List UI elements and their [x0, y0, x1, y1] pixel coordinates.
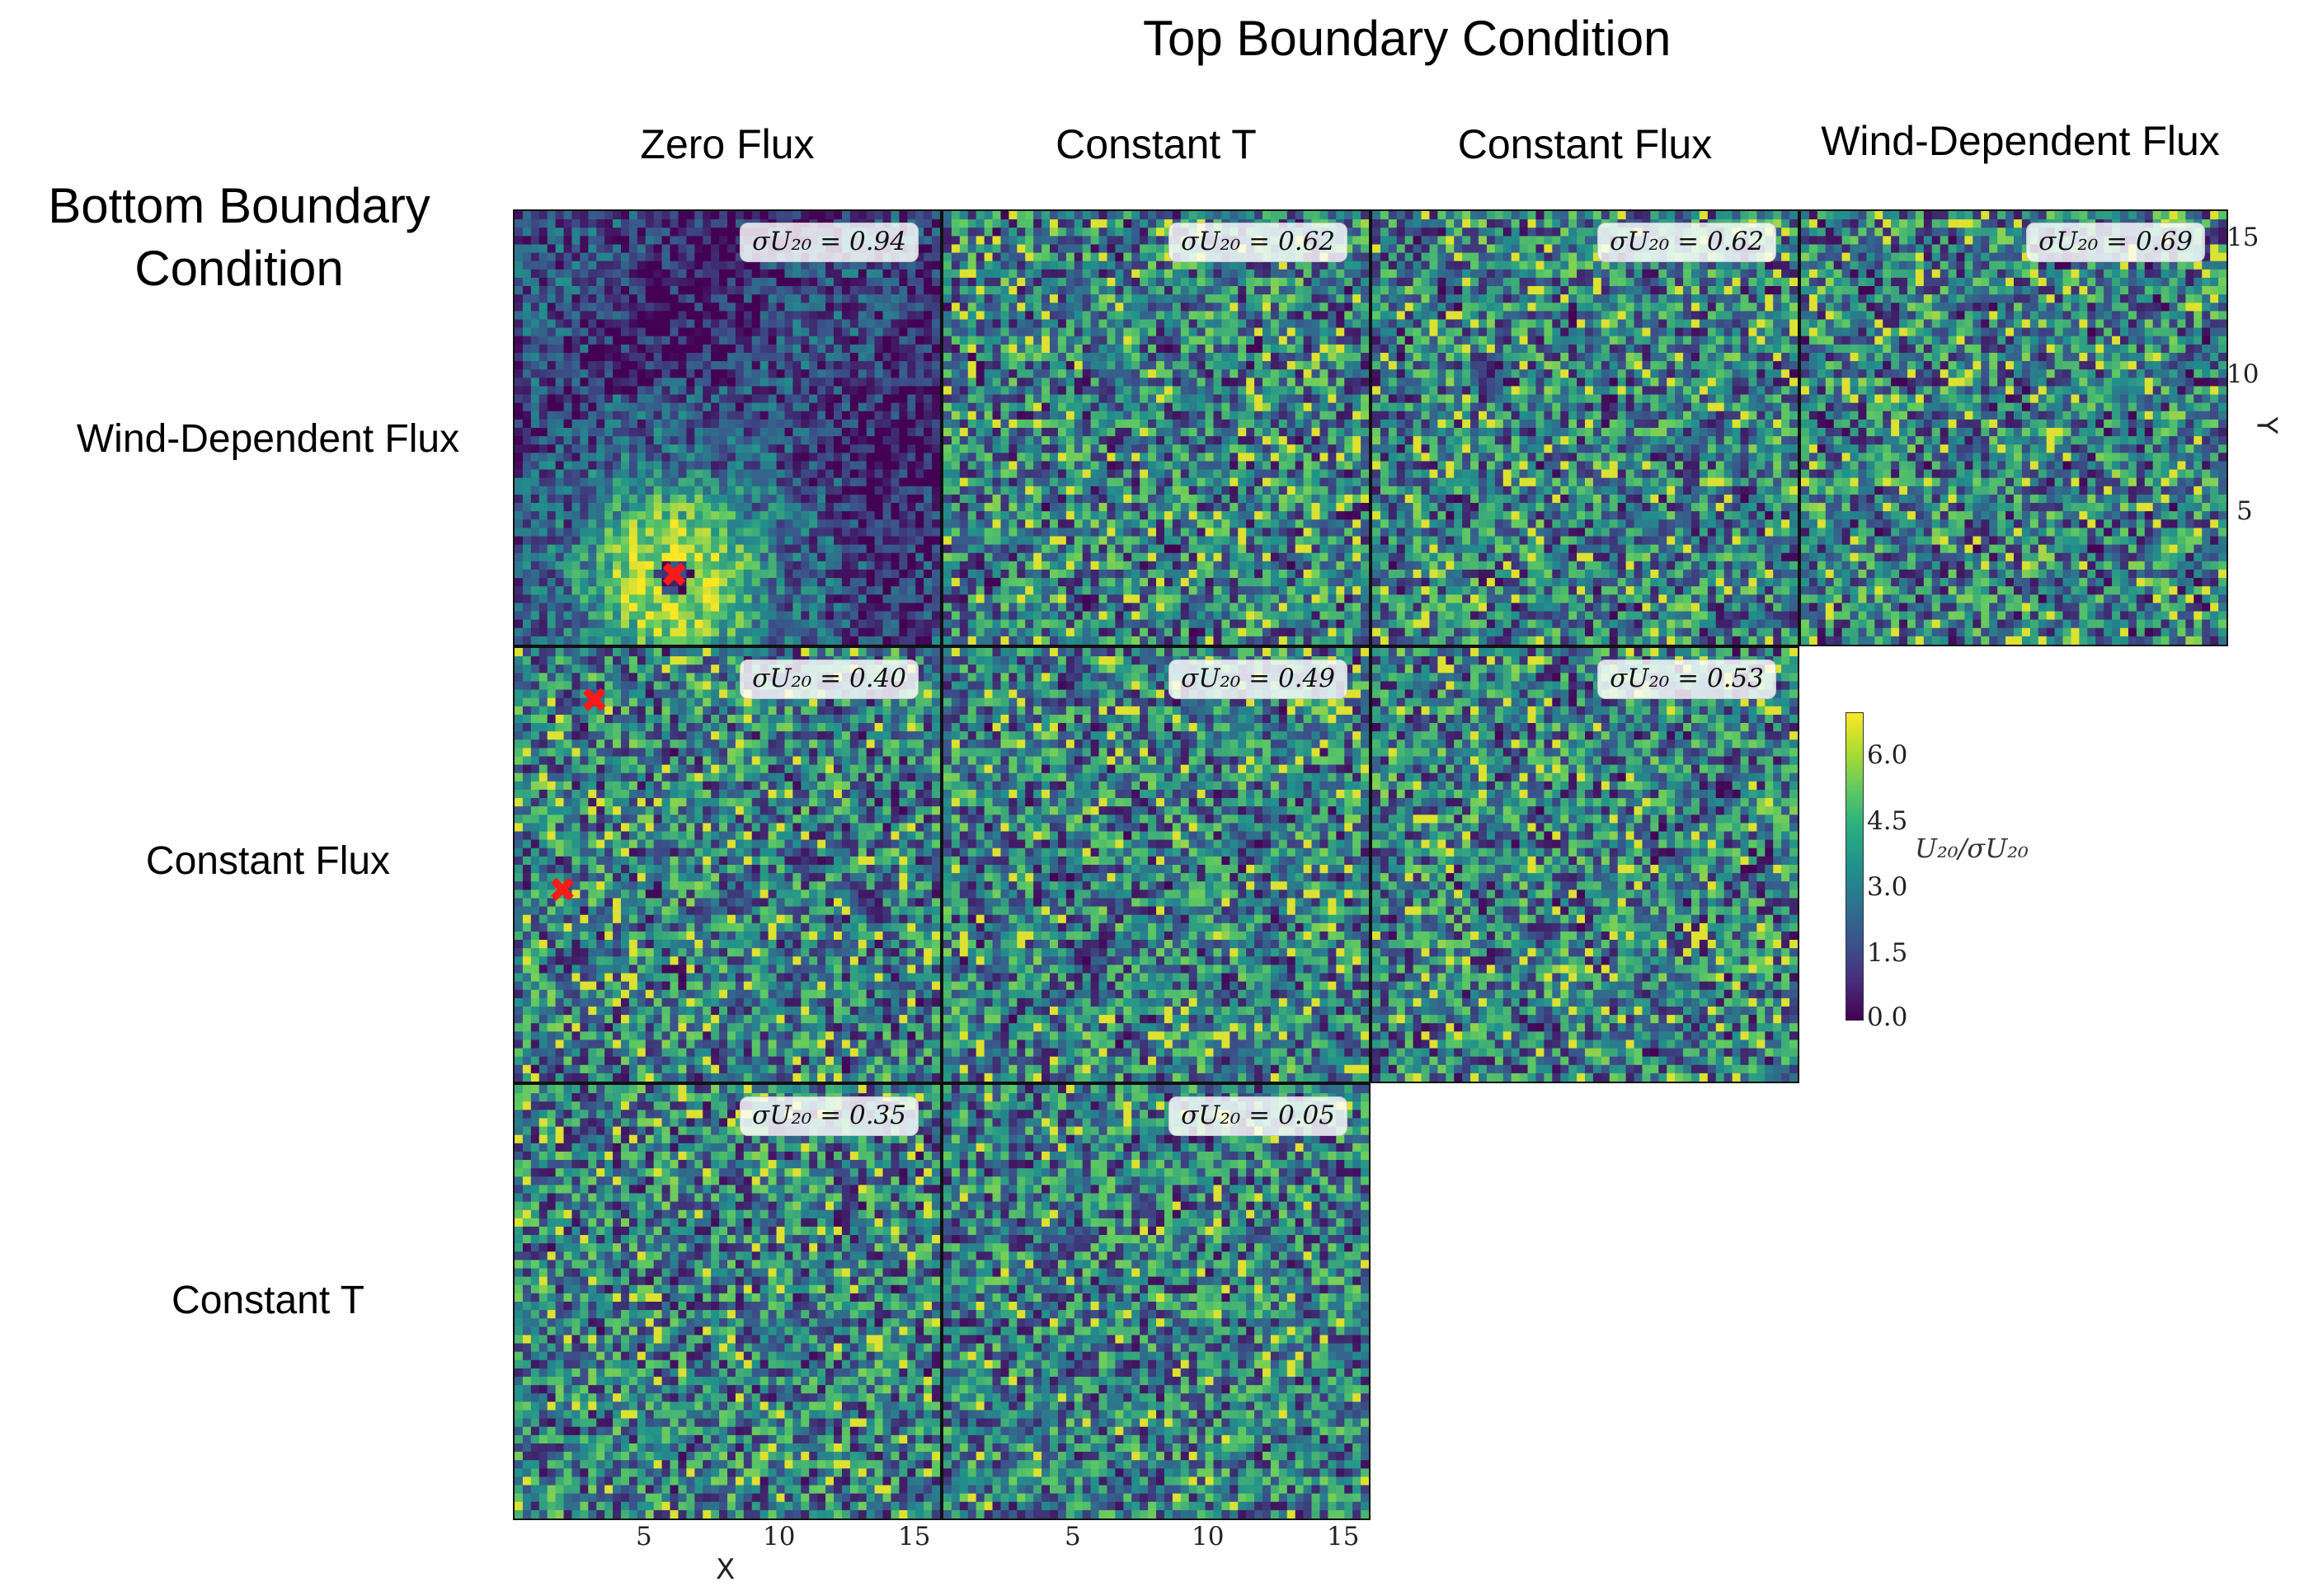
sigma-annotation: σU₂₀ = 0.94: [740, 223, 919, 262]
sigma-annotation: σU₂₀ = 0.40: [740, 660, 919, 699]
storm-center-marker: ✖: [580, 679, 609, 720]
bottom-title-line-2: Condition: [16, 237, 462, 300]
col-header-wind-dependent-flux: Wind-Dependent Flux: [1789, 117, 2251, 165]
sigma-annotation: σU₂₀ = 0.53: [1597, 660, 1776, 699]
heatmap-field: ✖✖: [515, 648, 940, 1082]
sigma-annotation: σU₂₀ = 0.62: [1597, 223, 1776, 262]
heatmap-panel: σU₂₀ = 0.69: [1799, 209, 2228, 646]
row-header-constant-t: Constant T: [33, 1278, 503, 1323]
colorbar-tick-0-0: 0.0: [1867, 1002, 1907, 1032]
sigma-annotation: σU₂₀ = 0.35: [740, 1096, 919, 1136]
sigma-annotation: σU₂₀ = 0.69: [2026, 223, 2205, 262]
col-header-constant-t: Constant T: [942, 120, 1371, 168]
heatmap-panel: σU₂₀ = 0.62: [1371, 209, 1799, 646]
x-tick-5-col1: 5: [1065, 1522, 1081, 1551]
colorbar-tick-3-0: 3.0: [1867, 872, 1907, 902]
heatmap-panel: σU₂₀ = 0.62: [942, 209, 1371, 646]
row-header-constant-flux: Constant Flux: [33, 838, 503, 884]
x-tick-15-col0: 15: [898, 1522, 930, 1551]
colorbar-label: U₂₀/σU₂₀: [1915, 833, 2029, 864]
colorbar-tick-6-0: 6.0: [1867, 740, 1907, 770]
y-tick-5: 5: [2236, 496, 2253, 526]
y-tick-10: 10: [2226, 359, 2259, 389]
heatmap-field: [1372, 648, 1798, 1082]
x-axis-label: X: [716, 1553, 735, 1586]
heatmap-panel: σU₂₀ = 0.05: [942, 1083, 1371, 1520]
sigma-annotation: σU₂₀ = 0.62: [1168, 223, 1347, 262]
colorbar-tick-4-5: 4.5: [1867, 806, 1907, 836]
heatmap-panel: σU₂₀ = 0.53: [1371, 646, 1799, 1083]
heatmap-field: [1372, 211, 1798, 645]
heatmap-field: [943, 648, 1369, 1082]
storm-center-marker: ✖: [660, 555, 689, 595]
heatmap-field: [943, 211, 1369, 645]
bottom-title-line-1: Bottom Boundary: [16, 175, 462, 237]
col-header-constant-flux: Constant Flux: [1371, 120, 1799, 168]
heatmap-field: [1801, 211, 2226, 645]
heatmap-field: [943, 1085, 1369, 1519]
top-boundary-title: Top Boundary Condition: [1143, 10, 1671, 67]
sigma-annotation: σU₂₀ = 0.05: [1168, 1096, 1347, 1136]
storm-center-marker: ✖: [548, 870, 577, 910]
heatmap-panel: ✖ σU₂₀ = 0.94: [513, 209, 942, 646]
x-tick-10-col0: 10: [763, 1522, 795, 1551]
x-tick-5-col0: 5: [636, 1522, 652, 1551]
heatmap-field: [515, 1085, 940, 1519]
x-tick-15-col1: 15: [1327, 1522, 1359, 1551]
heatmap-field: ✖: [515, 211, 940, 645]
bottom-boundary-title: Bottom Boundary Condition: [16, 175, 462, 300]
heatmap-panel: σU₂₀ = 0.35: [513, 1083, 942, 1520]
sigma-annotation: σU₂₀ = 0.49: [1168, 660, 1347, 699]
x-tick-10-col1: 10: [1192, 1522, 1224, 1551]
col-header-zero-flux: Zero Flux: [513, 120, 942, 168]
y-tick-15: 15: [2226, 223, 2259, 252]
heatmap-panel: ✖ ✖ σU₂₀ = 0.40: [513, 646, 942, 1083]
colorbar-tick-1-5: 1.5: [1867, 938, 1907, 968]
colorbar: [1846, 712, 1864, 1021]
heatmap-panel: σU₂₀ = 0.49: [942, 646, 1371, 1083]
y-axis-label: Y: [2250, 417, 2283, 434]
row-header-wind-dependent-flux: Wind-Dependent Flux: [33, 416, 503, 462]
